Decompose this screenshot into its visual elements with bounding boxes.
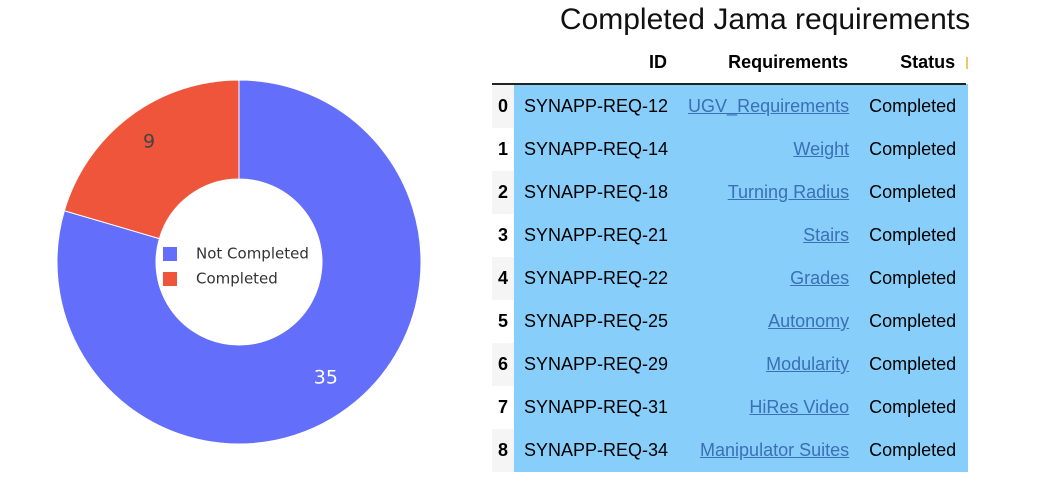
table-row: 2 SYNAPP-REQ-18 Turning Radius Completed <box>492 171 969 214</box>
cell-status: Completed <box>859 84 967 128</box>
cell-requirement: Manipulator Suites <box>678 429 860 472</box>
legend-label[interactable]: Not Completed <box>196 245 309 263</box>
index-header <box>492 42 514 85</box>
table-header-row: ID Requirements Status <box>492 42 969 85</box>
cell-status: Completed <box>859 429 967 472</box>
row-edge <box>966 214 969 257</box>
row-index: 7 <box>492 386 514 429</box>
requirement-link[interactable]: Manipulator Suites <box>700 440 850 460</box>
cell-status: Completed <box>859 128 967 171</box>
table-row: 5 SYNAPP-REQ-25 Autonomy Completed <box>492 300 969 343</box>
cell-status: Completed <box>859 386 967 429</box>
row-index: 0 <box>492 84 514 128</box>
table-row: 0 SYNAPP-REQ-12 UGV_Requirements Completed <box>492 84 969 128</box>
cell-status: Completed <box>859 257 967 300</box>
row-edge <box>966 343 969 386</box>
cell-requirement: Weight <box>678 128 860 171</box>
cell-status: Completed <box>859 300 967 343</box>
requirements-table-wrapper: ID Requirements Status 0 SYNAPP-REQ-12 UGV… <box>492 42 969 472</box>
cell-id: SYNAPP-REQ-14 <box>514 128 679 171</box>
row-index: 5 <box>492 300 514 343</box>
donut-slices <box>56 79 422 445</box>
chart-legend: Not Completed Completed <box>163 245 309 288</box>
cell-requirement: Stairs <box>678 214 860 257</box>
table-body: 0 SYNAPP-REQ-12 UGV_Requirements Completed 1… <box>492 84 969 472</box>
row-edge <box>966 300 969 343</box>
cell-requirement: Modularity <box>678 343 860 386</box>
row-index: 3 <box>492 214 514 257</box>
requirement-link[interactable]: UGV_Requirements <box>688 96 850 116</box>
requirement-link[interactable]: Turning Radius <box>727 182 850 202</box>
requirement-link[interactable]: HiRes Video <box>749 397 850 417</box>
cell-id: SYNAPP-REQ-22 <box>514 257 679 300</box>
row-index: 4 <box>492 257 514 300</box>
cell-id: SYNAPP-REQ-29 <box>514 343 679 386</box>
requirement-link[interactable]: Modularity <box>766 354 850 374</box>
row-edge <box>966 429 969 472</box>
cell-id: SYNAPP-REQ-34 <box>514 429 679 472</box>
requirements-table: ID Requirements Status 0 SYNAPP-REQ-12 UGV… <box>492 42 969 472</box>
table-row: 4 SYNAPP-REQ-22 Grades Completed <box>492 257 969 300</box>
row-edge <box>966 84 969 128</box>
donut-slice-not-completed <box>56 79 422 445</box>
column-header-id: ID <box>514 42 679 85</box>
donut-slice-completed <box>63 79 240 240</box>
requirement-link[interactable]: Grades <box>790 268 850 288</box>
cell-requirement: Autonomy <box>678 300 860 343</box>
row-index: 2 <box>492 171 514 214</box>
row-index: 8 <box>492 429 514 472</box>
cell-requirement: HiRes Video <box>678 386 860 429</box>
cell-status: Completed <box>859 343 967 386</box>
slice-value-label: 9 <box>143 130 155 152</box>
table-row: 1 SYNAPP-REQ-14 Weight Completed <box>492 128 969 171</box>
row-edge <box>966 257 969 300</box>
row-edge <box>966 386 969 429</box>
legend-label[interactable]: Completed <box>196 270 278 288</box>
column-header-status: Status <box>859 42 967 85</box>
requirement-link[interactable]: Weight <box>793 139 850 159</box>
cell-requirement: Grades <box>678 257 860 300</box>
cell-id: SYNAPP-REQ-25 <box>514 300 679 343</box>
requirement-link[interactable]: Autonomy <box>768 311 850 331</box>
row-index: 6 <box>492 343 514 386</box>
requirement-link[interactable]: Stairs <box>803 225 850 245</box>
table-row: 8 SYNAPP-REQ-34 Manipulator Suites Complete… <box>492 429 969 472</box>
row-index: 1 <box>492 128 514 171</box>
donut-slice-labels: 35 9 <box>143 130 338 388</box>
table-row: 7 SYNAPP-REQ-31 HiRes Video Completed <box>492 386 969 429</box>
cell-requirement: Turning Radius <box>678 171 860 214</box>
table-row: 3 SYNAPP-REQ-21 Stairs Completed <box>492 214 969 257</box>
legend-swatch[interactable] <box>163 247 177 261</box>
table-title: Completed Jama requirements <box>559 3 971 36</box>
donut-chart: 35 9 Not Completed Completed <box>56 79 422 445</box>
table-row: 6 SYNAPP-REQ-29 Modularity Completed <box>492 343 969 386</box>
cell-id: SYNAPP-REQ-12 <box>514 84 679 128</box>
cell-requirement: UGV_Requirements <box>678 84 860 128</box>
cell-status: Completed <box>859 214 967 257</box>
legend-swatch[interactable] <box>163 272 177 286</box>
column-header-requirements: Requirements <box>678 42 860 85</box>
cell-id: SYNAPP-REQ-18 <box>514 171 679 214</box>
header-edge-marker <box>966 42 969 84</box>
cell-id: SYNAPP-REQ-21 <box>514 214 679 257</box>
cell-status: Completed <box>859 171 967 214</box>
cell-id: SYNAPP-REQ-31 <box>514 386 679 429</box>
row-edge <box>966 128 969 171</box>
slice-value-label: 35 <box>314 367 338 389</box>
row-edge <box>966 171 969 214</box>
